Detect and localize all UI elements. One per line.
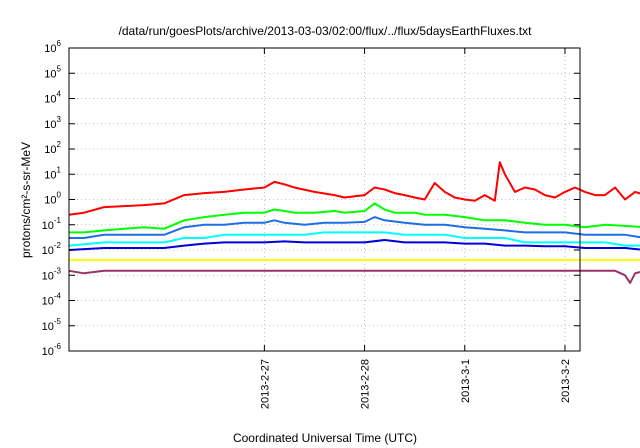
series-line-7 (68, 269, 640, 284)
x-axis-label: Coordinated Universal Time (UTC) (233, 431, 417, 445)
x-tick-label: 2013-2-27 (259, 359, 271, 409)
y-axis-label: protons/cm²-s-sr-MeV (19, 142, 33, 258)
chart-title: /data/run/goesPlots/archive/2013-03-03/0… (119, 24, 533, 38)
series-line-3 (68, 231, 640, 247)
series-line-1 (68, 161, 640, 216)
x-tick-label: 2013-3-2 (560, 359, 572, 403)
series-line-4 (69, 216, 640, 239)
x-axis-ticks: 2013-2-272013-2-282013-3-12013-3-22013-3… (259, 48, 572, 409)
data-series (68, 161, 640, 284)
x-tick-label: 2013-2-28 (360, 359, 372, 409)
grid-lines (69, 47, 580, 352)
series-line-2 (69, 202, 640, 234)
x-tick-label: 2013-3-1 (460, 359, 472, 403)
series-line-5 (68, 239, 640, 251)
